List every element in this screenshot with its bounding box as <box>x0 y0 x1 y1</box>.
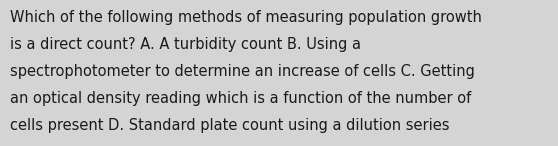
Text: Which of the following methods of measuring population growth: Which of the following methods of measur… <box>10 10 482 25</box>
Text: an optical density reading which is a function of the number of: an optical density reading which is a fu… <box>10 91 472 106</box>
Text: spectrophotometer to determine an increase of cells C. Getting: spectrophotometer to determine an increa… <box>10 64 475 79</box>
Text: cells present D. Standard plate count using a dilution series: cells present D. Standard plate count us… <box>10 118 450 133</box>
Text: is a direct count? A. A turbidity count B. Using a: is a direct count? A. A turbidity count … <box>10 37 361 52</box>
